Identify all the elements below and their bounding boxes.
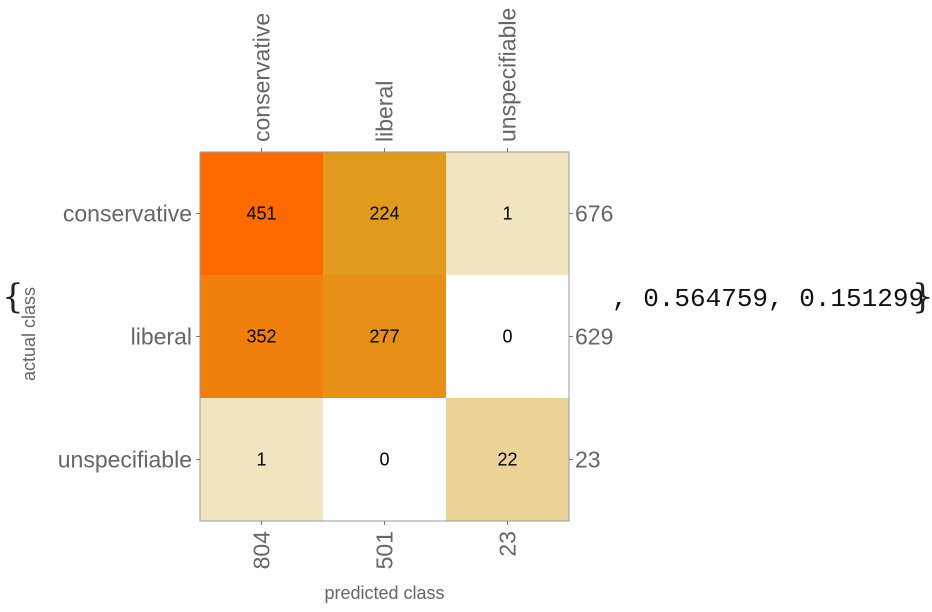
row-total-label: 629 [575,324,613,350]
column-total-label: 23 [495,531,521,557]
x-axis-label: predicted class [324,583,444,603]
matrix-cell [200,398,323,521]
matrix-cell [446,152,569,275]
row-label: conservative [63,201,192,227]
row-total-label: 23 [575,447,601,473]
column-label: liberal [372,81,398,142]
column-label: conservative [249,13,275,142]
cell-value-label: 22 [497,450,517,470]
column-total-label: 804 [249,531,275,570]
row-label: unspecifiable [58,447,192,473]
matrix-cell [446,275,569,398]
matrix-cell [200,275,323,398]
column-label: unspecifiable [495,8,521,142]
result-values: , 0.564759, 0.151299 [612,284,925,314]
matrix-cell [323,152,446,275]
matrix-cell [323,275,446,398]
row-total-label: 676 [575,201,613,227]
column-total-label: 501 [372,531,398,569]
cell-value-label: 224 [369,204,399,224]
cell-value-label: 0 [379,450,389,470]
matrix-cell [323,398,446,521]
matrix-cell [200,152,323,275]
row-label: liberal [131,324,192,350]
cell-value-label: 352 [246,327,276,347]
cell-value-label: 277 [369,327,399,347]
cell-value-label: 1 [502,204,512,224]
open-brace: { [2,277,24,317]
cell-value-label: 0 [502,327,512,347]
y-axis-label: actual class [19,287,39,381]
cell-value-label: 1 [256,450,266,470]
cell-value-label: 451 [246,204,276,224]
matrix-cell [446,398,569,521]
close-brace: } [912,277,932,317]
